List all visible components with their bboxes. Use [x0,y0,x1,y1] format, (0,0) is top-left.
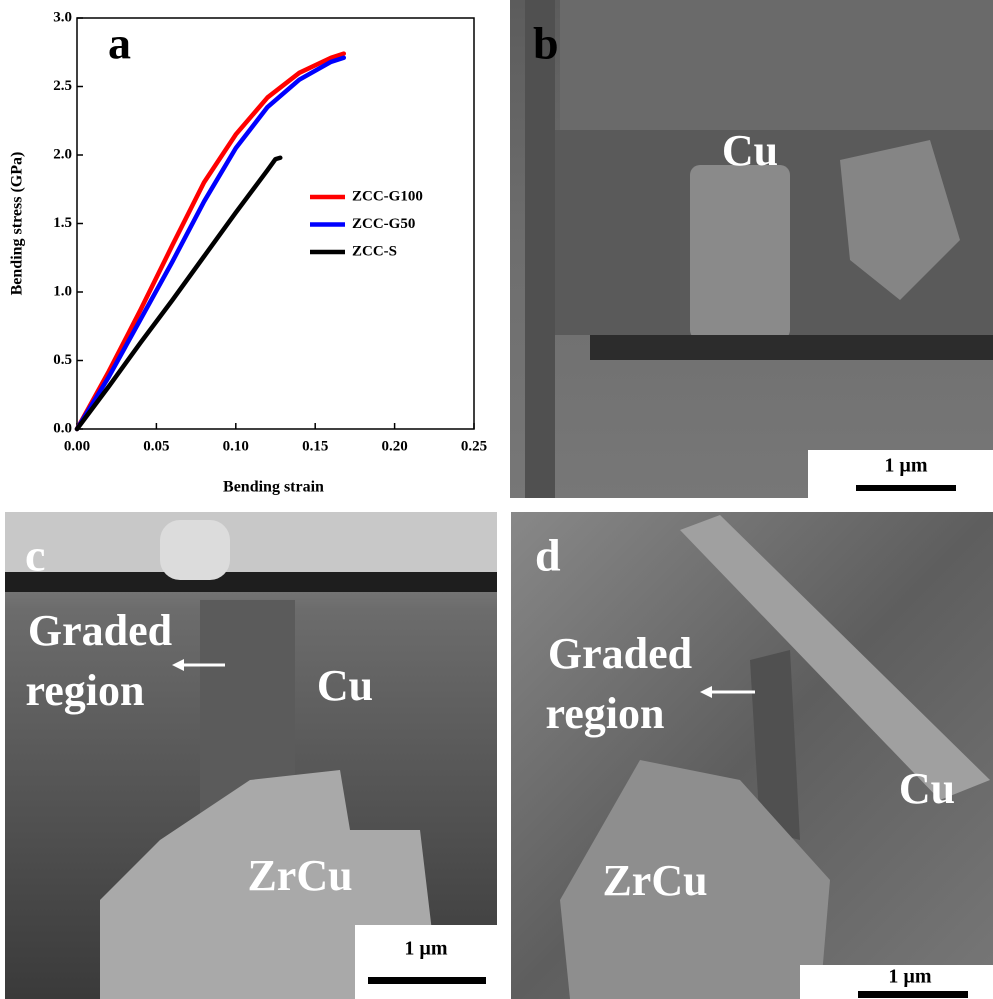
scale-bar-label: 1 µm [888,966,932,988]
scale-bar-label: 1 µm [884,455,928,477]
annotation: ZrCu [247,851,352,900]
annotation: Cu [899,764,955,813]
legend-label: ZCC-S [352,243,397,259]
x-axis-label: Bending strain [223,479,324,496]
x-tick-label: 0.05 [143,438,169,454]
panel-label: c [25,530,45,581]
annotation: Graded [28,606,172,655]
annotation: Graded [548,629,692,678]
x-tick-label: 0.15 [302,438,328,454]
scale-bar-label: 1 µm [404,938,448,960]
y-tick-label: 3.0 [53,9,72,25]
panel-label: b [533,18,559,69]
sem-image-b: b Cu 1 µm [510,0,993,498]
x-tick-label: 0.00 [64,438,90,454]
panel-label: a [108,18,131,69]
x-tick-label: 0.10 [223,438,249,454]
x-tick-label: 0.25 [461,438,487,454]
y-tick-label: 2.0 [53,146,72,162]
sem-image-c: c Graded region Cu ZrCu 1 µm [5,512,497,999]
panel-label: d [535,530,561,581]
y-axis-label: Bending stress (GPa) [9,152,26,296]
annotation: region [26,666,145,715]
y-tick-label: 0.5 [53,352,72,368]
y-tick-label: 1.0 [53,283,72,299]
chart: 0.00 0.05 0.10 0.15 0.20 0.25 0.0 0.5 1.0 1.5 2.0 2… [9,9,487,495]
annotation: Cu [317,661,373,710]
x-tick-label: 0.20 [381,438,407,454]
figure: b Cu 1 µm c Graded region Cu ZrCu 1 µm d… [0,0,993,999]
annotation: region [546,689,665,738]
y-tick-label: 0.0 [53,420,72,436]
legend-label: ZCC-G100 [352,188,423,204]
y-tick-label: 2.5 [53,78,72,94]
legend-label: ZCC-G50 [352,216,415,232]
annotation: Cu [722,126,778,175]
data-line [77,158,280,429]
annotation: ZrCu [602,856,707,905]
y-tick-label: 1.5 [53,215,72,231]
sem-image-d: d Graded region Cu ZrCu 1 µm [511,512,993,999]
